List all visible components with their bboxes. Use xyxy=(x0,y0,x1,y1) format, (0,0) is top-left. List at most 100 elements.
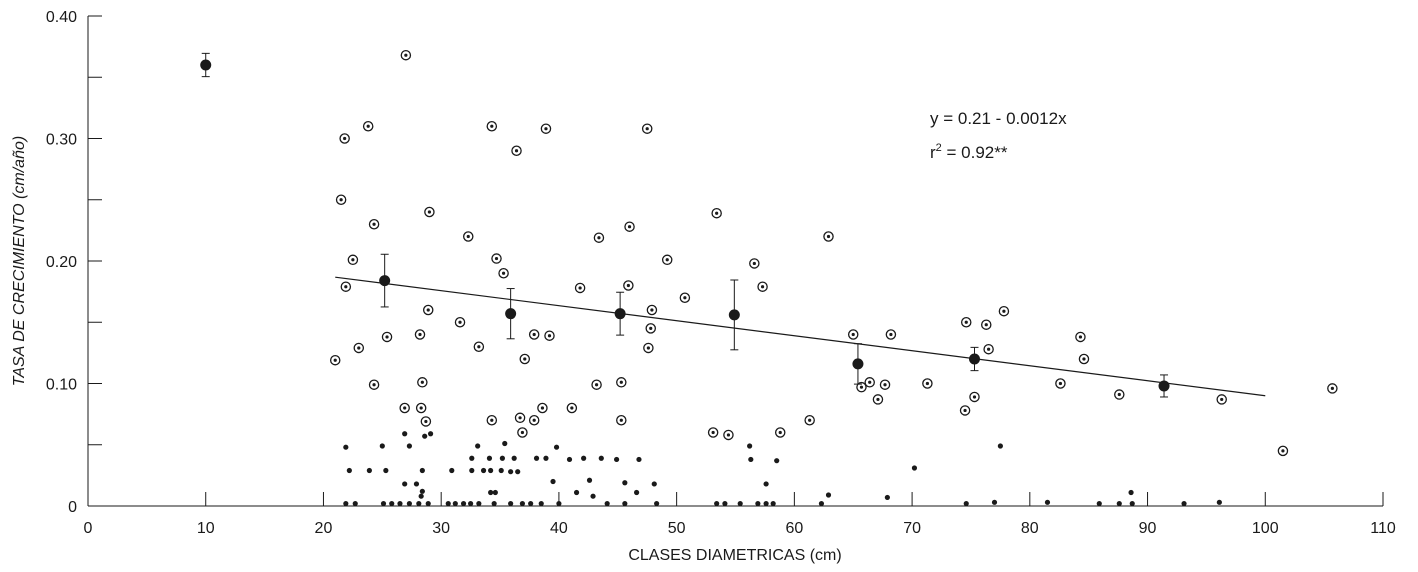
data-point-small-dot xyxy=(419,467,425,474)
data-point-circle-dot xyxy=(774,427,786,438)
data-point-class-mean xyxy=(728,279,740,351)
data-point-small-dot xyxy=(416,500,422,507)
marker-dot xyxy=(1330,386,1334,390)
data-point-small-dot xyxy=(1044,499,1051,505)
data-point-small-dot xyxy=(991,499,998,505)
data-point-small-dot xyxy=(543,455,549,461)
data-point-small-dot xyxy=(774,458,780,464)
data-point-circle-dot xyxy=(922,378,933,389)
data-point-small-dot xyxy=(884,494,890,501)
data-point-circle-dot xyxy=(399,402,410,414)
data-point-circle-dot xyxy=(381,331,393,343)
data-point-small-dot xyxy=(499,455,505,461)
data-point-circle-dot xyxy=(420,416,432,427)
x-tick-label: 80 xyxy=(1021,520,1039,537)
data-point-small-dot xyxy=(604,500,610,507)
data-point-circle-dot xyxy=(424,206,435,218)
data-point-circle-dot xyxy=(591,379,602,390)
data-point-circle-dot xyxy=(528,414,540,426)
data-point-small-dot xyxy=(346,467,352,474)
data-point-small-dot xyxy=(488,489,494,496)
x-axis: 0 10 20 30 40 50 60 70 80 90 100 110 CLASES DIAMETR… xyxy=(84,492,1396,564)
x-ticks: 0 10 20 30 40 50 60 70 80 90 100 110 xyxy=(84,492,1396,537)
data-point-small-dot xyxy=(508,469,514,475)
x-tick-label: 20 xyxy=(315,520,333,537)
data-point-circle-dot xyxy=(528,329,540,340)
data-point-circle-dot xyxy=(417,377,428,388)
data-point-small-dot xyxy=(449,467,455,474)
data-point-small-dot xyxy=(1129,500,1135,507)
data-point-small-dot xyxy=(763,500,769,507)
marker-dot xyxy=(466,234,470,239)
marker-dot xyxy=(578,286,582,290)
x-tick-label: 50 xyxy=(668,520,686,537)
marker-dot xyxy=(339,198,343,202)
marker-dot xyxy=(868,380,872,384)
data-point-circle-dot xyxy=(616,377,627,388)
data-point-circle-dot xyxy=(353,342,365,354)
data-point-circle-dot xyxy=(415,402,427,414)
data-point-class-mean xyxy=(968,346,980,372)
data-point-circle-dot xyxy=(879,379,891,390)
marker-dot xyxy=(540,406,545,410)
data-point-small-dot xyxy=(379,443,385,449)
marker-dot xyxy=(987,347,991,351)
marker-dot xyxy=(964,320,968,324)
data-point-small-dot xyxy=(515,469,521,475)
data-point-circle-dot xyxy=(646,304,658,316)
data-point-circle-dot xyxy=(981,319,992,330)
data-point-circle-dot xyxy=(463,231,474,242)
marker-dot xyxy=(372,383,376,387)
y-ticks: 0 0.10 0.20 0.30 0.40 xyxy=(46,9,102,516)
data-point-small-dot xyxy=(1181,500,1187,507)
marker-dot xyxy=(594,383,599,387)
marker-dot xyxy=(343,136,347,141)
data-point-small-dot xyxy=(488,467,494,474)
x-tick-label: 60 xyxy=(785,520,803,537)
data-point-small-dot xyxy=(460,500,467,507)
marker-dot xyxy=(726,433,731,437)
mean-marker xyxy=(852,358,864,370)
data-point-small-dot xyxy=(1096,500,1102,507)
marker-dot xyxy=(883,383,887,387)
data-point-circle-dot xyxy=(335,194,347,205)
data-point-circle-dot xyxy=(757,281,768,292)
marker-dot xyxy=(650,308,654,312)
data-point-circle-dot xyxy=(514,412,526,424)
data-point-small-dot xyxy=(911,465,918,471)
series-circle-dot xyxy=(329,49,1338,457)
r-squared-label: r2 = 0.92** xyxy=(930,142,1008,162)
data-point-circle-dot xyxy=(511,145,522,156)
mean-marker xyxy=(614,308,626,320)
data-point-circle-dot xyxy=(566,402,578,414)
y-tick-label: 0.20 xyxy=(46,254,77,271)
data-point-small-dot xyxy=(445,500,451,507)
marker-dot xyxy=(490,418,494,422)
data-point-circle-dot xyxy=(624,221,635,232)
marker-dot xyxy=(351,258,355,262)
marker-dot xyxy=(1281,449,1285,453)
data-point-circle-dot xyxy=(645,323,656,334)
y-axis: 0 0.10 0.20 0.30 0.40 TASA DE CRECIMIENTO (c… xyxy=(11,9,102,516)
marker-dot xyxy=(427,210,432,214)
marker-dot xyxy=(626,283,630,288)
data-point-circle-dot xyxy=(544,330,555,341)
data-point-circle-dot xyxy=(422,304,434,316)
marker-dot xyxy=(876,397,880,402)
marker-dot xyxy=(925,381,929,386)
series-class-means xyxy=(200,52,1170,398)
data-point-small-dot xyxy=(818,500,825,507)
marker-dot xyxy=(490,124,494,128)
data-point-small-dot xyxy=(418,493,424,499)
marker-dot xyxy=(1117,392,1121,397)
marker-dot xyxy=(683,296,687,300)
marker-dot xyxy=(357,346,361,350)
marker-dot xyxy=(859,385,864,389)
data-point-small-dot xyxy=(508,500,514,507)
marker-dot xyxy=(547,334,552,338)
data-point-small-dot xyxy=(755,500,761,507)
data-point-circle-dot xyxy=(679,292,691,303)
data-point-circle-dot xyxy=(623,280,634,291)
data-point-circle-dot xyxy=(414,329,426,340)
data-point-circle-dot xyxy=(960,316,972,328)
